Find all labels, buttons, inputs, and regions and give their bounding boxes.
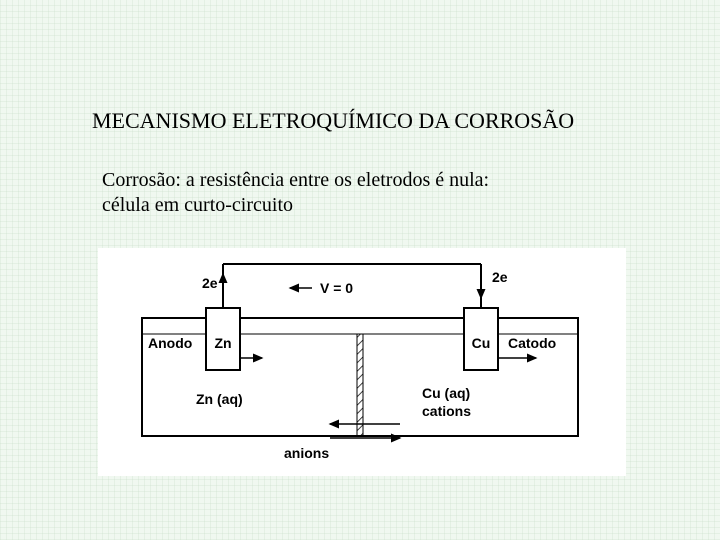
- subtitle-line2: célula em curto-circuito: [102, 194, 293, 216]
- subtitle-line1: Corrosão: a resistência entre os eletrod…: [102, 169, 489, 191]
- page-subtitle: Corrosão: a resistência entre os eletrod…: [102, 168, 489, 218]
- electrochemical-cell-diagram: Zn Cu 2e 2e V = 0 Anodo Catodo Zn (aq) C…: [98, 248, 626, 476]
- anode-label: Anodo: [148, 335, 192, 351]
- cathode-aq-label1: Cu (aq): [422, 385, 470, 401]
- anode-aq-label: Zn (aq): [196, 391, 243, 407]
- anions-label: anions: [284, 445, 329, 461]
- cathode-label: Catodo: [508, 335, 556, 351]
- cathode-metal-label: Cu: [472, 335, 491, 351]
- cathode-2e-label: 2e: [492, 269, 508, 285]
- cathode-aq-label2: cations: [422, 403, 471, 419]
- anode-2e-label: 2e: [202, 275, 218, 291]
- voltage-label: V = 0: [320, 280, 353, 296]
- page-title: MECANISMO ELETROQUÍMICO DA CORROSÃO: [92, 108, 574, 134]
- porous-divider: [357, 334, 363, 436]
- anode-metal-label: Zn: [214, 335, 231, 351]
